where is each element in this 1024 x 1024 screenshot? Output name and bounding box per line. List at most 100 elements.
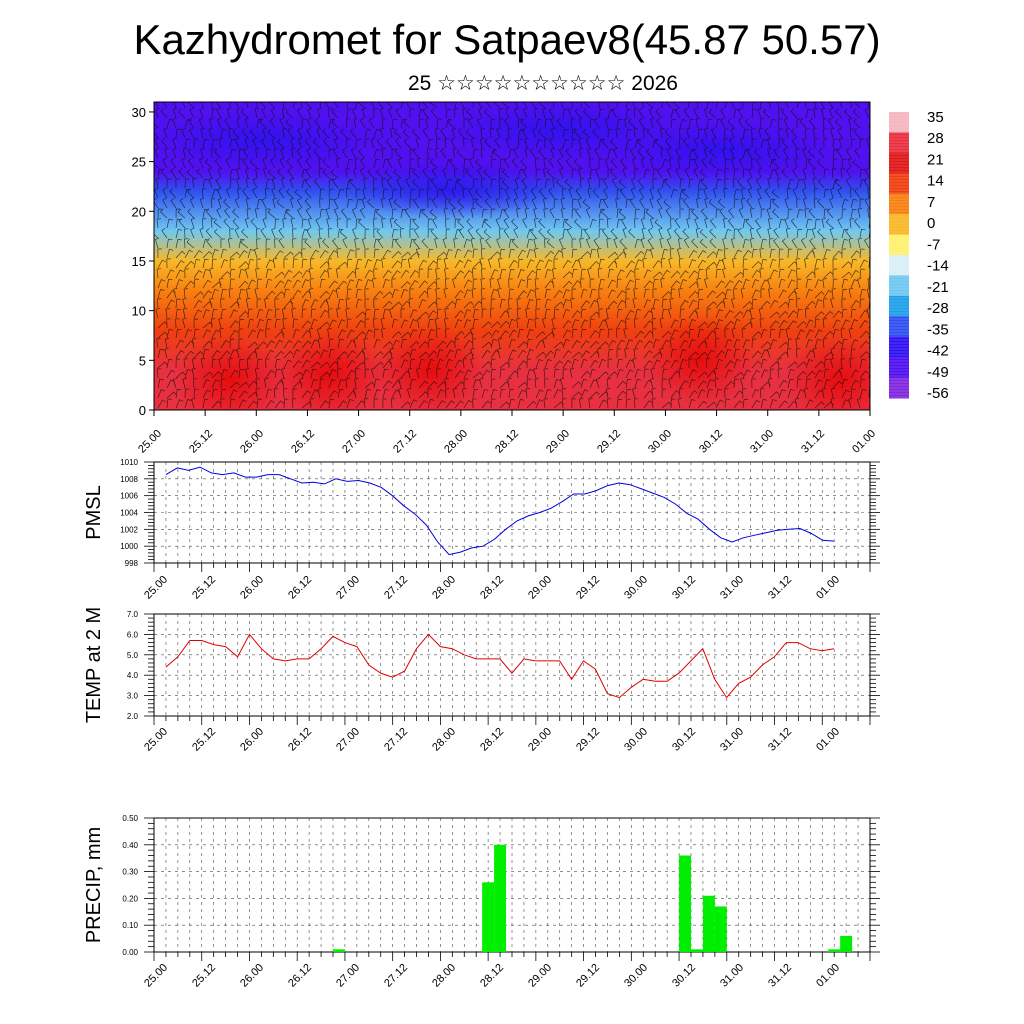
wind-barb <box>796 248 802 259</box>
wind-barb <box>796 308 803 319</box>
wind-barb <box>156 338 161 349</box>
wind-barb <box>373 298 378 309</box>
wind-barb <box>751 369 761 379</box>
wind-barb <box>571 198 577 209</box>
wind-barb <box>805 278 812 289</box>
wind-barb <box>767 147 772 159</box>
wind-barb <box>697 321 708 329</box>
wind-barb <box>649 187 654 199</box>
wind-barb <box>663 178 672 189</box>
wind-barb <box>666 227 672 239</box>
wind-barb <box>787 378 794 389</box>
wind-barb <box>811 227 817 239</box>
wind-barb <box>409 319 417 329</box>
wind-barb <box>832 148 839 159</box>
wind-barb <box>355 138 362 149</box>
wind-barb <box>244 117 249 129</box>
wind-barb <box>407 258 413 269</box>
wind-barb <box>661 368 668 379</box>
wind-barb <box>307 117 312 129</box>
wind-barb <box>494 138 501 149</box>
wind-barb <box>454 319 463 329</box>
wind-barb <box>602 228 609 239</box>
wind-barb <box>686 217 691 229</box>
wind-barb <box>445 108 451 119</box>
heatmap-x-tick-label: 30.12 <box>697 428 725 456</box>
wind-barb <box>699 238 708 249</box>
wind-barb <box>778 379 788 389</box>
wind-barb <box>562 228 569 239</box>
wind-barb <box>497 347 502 359</box>
colorbar-swatch <box>889 214 909 236</box>
wind-barb <box>731 102 735 109</box>
wind-barb <box>616 319 626 329</box>
wind-barb <box>751 102 754 109</box>
wind-barb <box>517 360 527 369</box>
wind-barb <box>841 238 849 249</box>
wind-barb <box>256 341 267 349</box>
wind-barb <box>697 102 699 109</box>
wind-barb <box>391 270 401 279</box>
wind-barb <box>733 280 743 289</box>
wind-barb <box>193 318 199 329</box>
wind-barb <box>472 102 474 109</box>
wind-barb <box>503 228 510 239</box>
wind-barb <box>261 107 267 119</box>
wind-barb <box>688 369 697 379</box>
wind-barb <box>395 108 402 119</box>
wind-barb <box>409 168 414 179</box>
wind-barb <box>688 118 695 129</box>
wind-barb <box>571 319 580 329</box>
wind-barb <box>436 389 445 399</box>
wind-barb <box>254 368 260 379</box>
wind-barb <box>364 259 373 269</box>
wind-barb <box>703 107 709 119</box>
wind-barb <box>641 227 647 239</box>
wind-barb <box>463 309 472 319</box>
wind-barb <box>778 389 787 399</box>
wind-barb <box>345 298 351 309</box>
temp-panel-x-tick-label: 31.12 <box>766 726 794 754</box>
wind-barb <box>481 268 486 279</box>
wind-barb <box>337 338 344 349</box>
wind-barb <box>742 238 750 249</box>
wind-barb <box>681 188 690 199</box>
wind-barb <box>733 168 739 179</box>
wind-barb <box>265 328 270 339</box>
wind-barb <box>166 178 172 189</box>
wind-barb <box>841 278 849 289</box>
wind-barb <box>589 368 597 379</box>
wind-barb <box>157 288 165 299</box>
wind-barb <box>346 369 356 379</box>
wind-barb <box>760 279 769 289</box>
wind-barb <box>179 198 186 209</box>
wind-barb <box>634 378 642 389</box>
wind-barb <box>533 367 538 379</box>
wind-barb <box>794 398 800 409</box>
wind-barb <box>175 399 184 409</box>
wind-barb <box>411 128 420 139</box>
wind-barb <box>817 198 825 209</box>
wind-barb <box>217 167 223 179</box>
wind-barb <box>451 207 456 219</box>
wind-barb <box>336 368 342 379</box>
wind-barb <box>355 298 363 309</box>
wind-barb <box>830 297 835 309</box>
wind-barb <box>625 369 634 379</box>
wind-barb <box>388 197 394 209</box>
wind-barb <box>289 177 295 189</box>
wind-barb <box>784 217 789 229</box>
wind-barb <box>524 137 529 149</box>
precip-panel-y-tick-label: 0.40 <box>122 841 138 850</box>
wind-barb <box>292 360 302 369</box>
wind-barb <box>722 267 727 279</box>
wind-barb <box>199 157 204 169</box>
wind-barb <box>236 348 241 359</box>
wind-barb <box>530 187 537 199</box>
wind-barb <box>571 288 576 298</box>
wind-barb <box>715 168 722 179</box>
wind-barb <box>238 158 243 169</box>
wind-barb <box>175 328 182 339</box>
wind-barb <box>271 187 276 199</box>
wind-barb <box>634 368 642 379</box>
